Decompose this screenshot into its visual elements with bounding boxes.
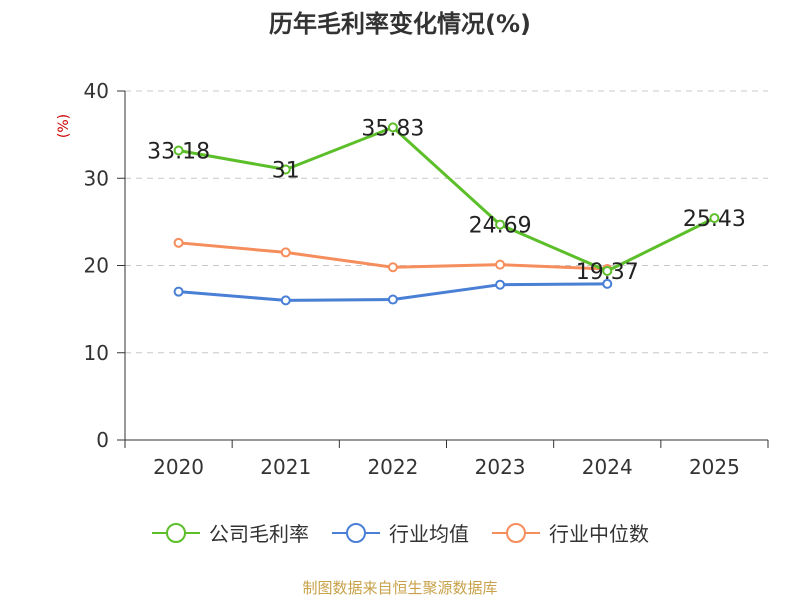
legend-item: 公司毛利率 xyxy=(151,518,309,547)
axes: 0 10 20 30 40 2020 2021 2022 2023 2024 2025 xyxy=(84,79,769,479)
x-tick-label: 2023 xyxy=(475,455,526,479)
data-label: 25.43 xyxy=(683,207,746,232)
data-label: 33.18 xyxy=(147,140,210,165)
data-point xyxy=(173,145,184,156)
legend-marker xyxy=(492,522,540,543)
data-label: 35.83 xyxy=(361,116,424,141)
y-tick-label: 20 xyxy=(84,254,109,278)
source-note: 制图数据来自恒生聚源数据库 xyxy=(302,579,498,597)
y-tick-label: 10 xyxy=(84,341,109,365)
series-line xyxy=(178,125,716,273)
data-point xyxy=(387,294,398,305)
x-tick-label: 2025 xyxy=(689,455,740,479)
data-point xyxy=(387,262,398,273)
legend-label: 公司毛利率 xyxy=(209,522,309,546)
data-point xyxy=(495,219,506,230)
data-label: 31 xyxy=(272,159,300,184)
legend-label: 行业中位数 xyxy=(549,522,649,546)
series-lines xyxy=(173,122,720,306)
data-point xyxy=(495,279,506,290)
data-labels: 33.18 31 35.83 24.69 19.37 25.43 xyxy=(147,116,746,285)
legend-marker xyxy=(152,522,200,543)
x-tick-label: 2024 xyxy=(582,455,633,479)
chart-title: 历年毛利率变化情况(%) xyxy=(269,10,531,38)
data-label: 19.37 xyxy=(576,260,639,285)
data-point xyxy=(495,259,506,270)
data-point xyxy=(280,295,291,306)
legend-marker xyxy=(332,522,380,543)
y-tick-label: 0 xyxy=(96,428,109,452)
x-tick-label: 2022 xyxy=(367,455,418,479)
data-point xyxy=(280,247,291,258)
data-point xyxy=(387,122,398,133)
data-point xyxy=(602,265,613,276)
gridlines xyxy=(125,90,768,354)
y-axis-unit-label: (%) xyxy=(56,114,72,138)
x-tick-label: 2021 xyxy=(260,455,311,479)
data-point xyxy=(173,237,184,248)
y-tick-label: 30 xyxy=(84,166,109,190)
legend-label: 行业均值 xyxy=(389,522,469,546)
data-point xyxy=(602,278,613,289)
data-point xyxy=(173,286,184,297)
legend-item: 行业中位数 xyxy=(491,518,649,547)
data-point xyxy=(709,213,720,224)
y-tick-label: 40 xyxy=(84,79,109,103)
x-tick-label: 2020 xyxy=(153,455,204,479)
legend-item: 行业均值 xyxy=(331,518,469,547)
legend: 公司毛利率 行业均值 行业中位数 xyxy=(0,518,800,547)
data-point xyxy=(280,164,291,175)
data-label: 24.69 xyxy=(469,214,532,239)
